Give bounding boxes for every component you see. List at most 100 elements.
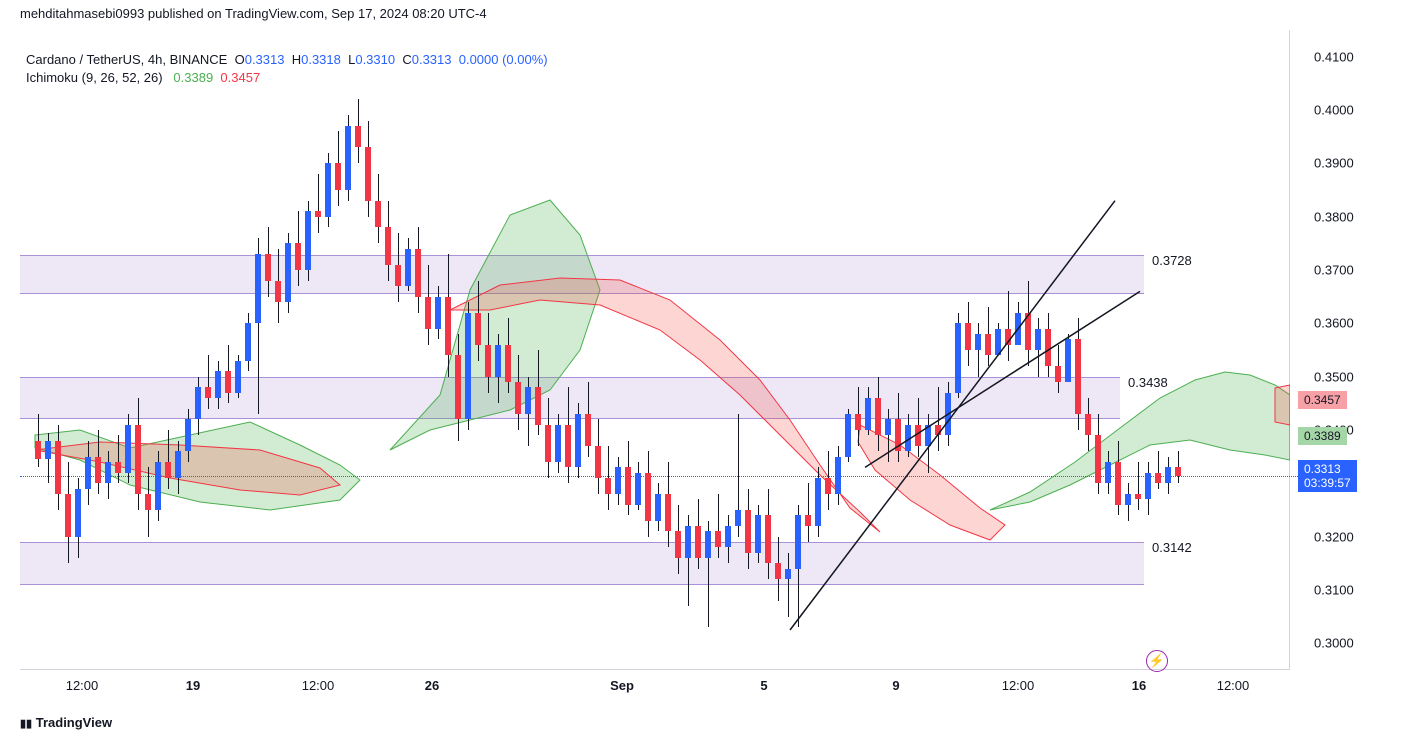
candle-body — [295, 243, 301, 270]
time-tick: 5 — [760, 678, 767, 693]
indicator-name: Ichimoku (9, 26, 52, 26) — [26, 70, 163, 85]
candle-body — [1065, 339, 1071, 382]
candle-body — [1095, 435, 1101, 483]
candle-wick — [788, 553, 789, 617]
price-zone[interactable] — [20, 542, 1144, 585]
price-tick: 0.3800 — [1314, 209, 1354, 224]
candle-body — [965, 323, 971, 350]
chart-area[interactable]: Cardano / TetherUS, 4h, BINANCE O0.3313 … — [20, 30, 1290, 670]
time-tick: 16 — [1132, 678, 1146, 693]
ohlc-change: 0.0000 (0.00%) — [459, 52, 548, 67]
candle-body — [405, 249, 411, 286]
candle-body — [265, 254, 271, 281]
candle-body — [55, 441, 61, 494]
zone-label: 0.3728 — [1152, 253, 1192, 268]
price-tick: 0.4100 — [1314, 49, 1354, 64]
candle-body — [135, 425, 141, 494]
price-tick: 0.3200 — [1314, 529, 1354, 544]
candle-body — [805, 515, 811, 526]
ohlc-h-val: 0.3318 — [301, 52, 341, 67]
candle-body — [945, 393, 951, 436]
marker-ichimoku-b: 0.3457 — [1298, 391, 1347, 409]
candle-body — [745, 510, 751, 553]
candle-body — [555, 425, 561, 462]
time-axis[interactable]: 12:001912:0026Sep5912:001612:00 — [20, 670, 1290, 700]
time-tick: Sep — [610, 678, 634, 693]
price-tick: 0.3900 — [1314, 156, 1354, 171]
candle-body — [825, 478, 831, 494]
candle-wick — [808, 483, 809, 542]
candle-body — [1165, 467, 1171, 483]
candle-body — [485, 345, 491, 377]
candle-body — [345, 126, 351, 190]
marker-ichimoku-a: 0.3389 — [1298, 427, 1347, 445]
time-tick: 12:00 — [66, 678, 99, 693]
candle-body — [95, 457, 101, 484]
candle-body — [105, 462, 111, 483]
price-tick: 0.3700 — [1314, 263, 1354, 278]
candle-body — [45, 441, 51, 460]
candle-wick — [1008, 291, 1009, 360]
symbol-info-row: Cardano / TetherUS, 4h, BINANCE O0.3313 … — [26, 52, 548, 67]
candle-wick — [1138, 462, 1139, 510]
candle-body — [65, 494, 71, 537]
candle-body — [1115, 462, 1121, 505]
zone-label: 0.3438 — [1128, 375, 1168, 390]
candle-body — [725, 526, 731, 547]
price-axis[interactable]: 0.41000.40000.39000.38000.37000.36000.35… — [1292, 30, 1402, 670]
candle-body — [545, 425, 551, 462]
zone-label: 0.3142 — [1152, 540, 1192, 555]
time-tick: 9 — [892, 678, 899, 693]
candle-body — [195, 387, 201, 419]
candle-body — [245, 323, 251, 360]
candle-body — [1075, 339, 1081, 414]
candle-body — [185, 419, 191, 451]
candle-body — [1155, 473, 1161, 484]
candle-body — [415, 249, 421, 297]
candle-body — [375, 201, 381, 228]
candle-body — [875, 398, 881, 435]
candle-body — [885, 419, 891, 435]
candle-body — [685, 526, 691, 558]
snapshot-icon[interactable]: ⚡ — [1146, 650, 1168, 672]
ohlc-l-val: 0.3310 — [355, 52, 395, 67]
candle-body — [235, 361, 241, 393]
candle-body — [575, 414, 581, 467]
candle-body — [325, 163, 331, 216]
candle-body — [785, 569, 791, 580]
price-tick: 0.3600 — [1314, 316, 1354, 331]
candle-body — [645, 473, 651, 521]
candle-body — [995, 329, 1001, 356]
candle-body — [255, 254, 261, 323]
candle-body — [565, 425, 571, 468]
price-zone[interactable] — [20, 255, 1144, 294]
candle-body — [505, 345, 511, 382]
candle-body — [155, 462, 161, 510]
candle-body — [775, 563, 781, 579]
candle-body — [165, 462, 171, 478]
candle-wick — [318, 174, 319, 233]
candle-body — [475, 313, 481, 345]
ohlc-c-label: C — [402, 52, 411, 67]
candle-body — [225, 371, 231, 392]
candle-body — [1005, 329, 1011, 345]
candle-body — [525, 387, 531, 414]
candle-body — [865, 398, 871, 430]
candle-body — [335, 163, 341, 190]
candle-body — [625, 467, 631, 504]
candle-body — [515, 382, 521, 414]
ohlc-c-val: 0.3313 — [412, 52, 452, 67]
candle-body — [1175, 467, 1181, 476]
candle-body — [275, 281, 281, 302]
candle-body — [715, 531, 721, 547]
candle-body — [425, 297, 431, 329]
time-tick: 12:00 — [1217, 678, 1250, 693]
candle-body — [1025, 313, 1031, 350]
ohlc-o-label: O — [235, 52, 245, 67]
time-tick: 19 — [186, 678, 200, 693]
candle-body — [635, 473, 641, 505]
time-tick: 12:00 — [302, 678, 335, 693]
candle-body — [1035, 329, 1041, 350]
candle-body — [1105, 462, 1111, 483]
candle-body — [145, 494, 151, 510]
